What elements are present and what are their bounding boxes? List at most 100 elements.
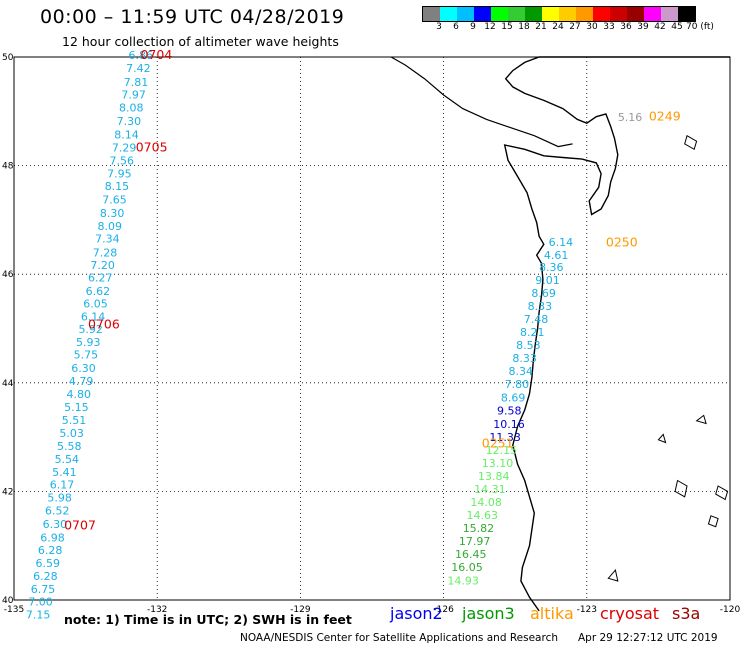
wave-height-value: 11.33 — [489, 431, 521, 444]
wave-height-value: 8.08 — [119, 101, 144, 114]
latitude-label: 48 — [2, 162, 14, 172]
wave-height-value: 7.97 — [121, 88, 145, 101]
longitude-label: -126 — [433, 605, 454, 615]
pass-time-label: 0704 — [140, 47, 172, 62]
wave-height-value: 5.41 — [52, 466, 77, 479]
wave-height-value: 8.53 — [516, 339, 541, 352]
color-scale-label: 24 — [552, 22, 564, 32]
color-scale-cell — [542, 7, 559, 21]
wave-height-value: 8.33 — [512, 352, 537, 365]
latitude-label: 50 — [2, 53, 14, 63]
wave-height-value: 7.15 — [26, 608, 51, 621]
wave-height-value: 5.93 — [76, 336, 101, 349]
color-scale-label: 18 — [518, 22, 530, 32]
wave-height-value: 14.31 — [474, 483, 506, 496]
color-scale-label: 36 — [620, 22, 632, 32]
longitude-label: -123 — [577, 605, 597, 615]
page-subtitle: 12 hour collection of altimeter wave hei… — [62, 34, 339, 49]
wave-height-value: 8.36 — [539, 261, 564, 274]
legend-item-jason3: jason3 — [462, 604, 515, 623]
lake-outline — [715, 485, 729, 501]
wave-height-value: 6.98 — [40, 531, 65, 544]
color-scale-label: 15 — [501, 22, 513, 32]
wave-height-value: 14.08 — [470, 496, 502, 509]
wave-height-value: 6.59 — [35, 557, 60, 570]
color-scale-cell — [627, 7, 644, 21]
wave-height-value: 8.30 — [100, 207, 125, 220]
color-scale-cell — [440, 7, 457, 21]
wave-height-value: 7.56 — [109, 155, 134, 168]
wave-height-value: 5.98 — [47, 492, 71, 505]
wave-height-value: 7.20 — [90, 259, 115, 272]
wave-height-value: 5.92 — [78, 323, 103, 336]
color-scale-labels: 3 6 9 12 15 18 21 24 27 30 33 36 39 42 45 70 (ft) — [422, 22, 740, 36]
wave-height-value: 6.75 — [31, 583, 55, 596]
wave-height-value: 8.21 — [520, 326, 545, 339]
color-scale-cell — [661, 7, 678, 21]
wave-height-value: 8.14 — [114, 128, 138, 141]
color-scale-label: 42 — [654, 22, 666, 32]
wave-height-value: 8.33 — [528, 300, 553, 313]
color-scale-cell — [610, 7, 627, 21]
wave-height-value: 15.82 — [463, 522, 495, 535]
wave-height-value: 7.00 — [28, 595, 53, 608]
wave-height-value: 6.28 — [38, 544, 63, 557]
color-scale-label: 6 — [453, 22, 459, 32]
wave-height-value: 16.45 — [455, 548, 487, 561]
legend-item-cryosat: cryosat — [600, 604, 660, 623]
color-scale-cell — [491, 7, 508, 21]
wave-height-value: 5.75 — [74, 348, 99, 361]
wave-height-value: 9.58 — [497, 404, 522, 417]
coastline — [503, 56, 730, 612]
legend-item-jason2: jason2 — [390, 604, 443, 623]
wave-height-value: 4.79 — [69, 375, 94, 388]
wave-height-value: 5.03 — [59, 427, 83, 440]
color-scale-label: 45 — [671, 22, 683, 32]
lake-outline — [695, 414, 707, 425]
pass-time-label: 0707 — [64, 517, 96, 532]
wave-height-value: 7.28 — [93, 246, 118, 259]
latitude-label: 40 — [2, 596, 14, 606]
longitude-label: -129 — [290, 605, 311, 615]
color-scale-label: 9 — [470, 22, 476, 32]
wave-height-value: 6.62 — [86, 285, 111, 298]
color-scale-cell — [474, 7, 491, 21]
pass-time-label: 0706 — [88, 317, 120, 332]
wave-height-value: 10.16 — [493, 418, 525, 431]
wave-height-value: 8.69 — [501, 391, 526, 404]
wave-height-value: 8.69 — [531, 287, 556, 300]
wave-height-value: 5.58 — [57, 440, 82, 453]
latitude-label: 44 — [2, 379, 14, 389]
wave-height-value: 14.93 — [447, 574, 479, 587]
latitude-label: 42 — [2, 487, 13, 497]
wave-height-value: 8.15 — [105, 180, 129, 193]
wave-height-value: 12.15 — [486, 444, 518, 457]
wave-height-value: 5.51 — [62, 414, 87, 427]
lake-outline — [707, 515, 719, 528]
pass-time-label: 0250 — [606, 235, 638, 250]
legend-item-s3a: s3a — [672, 604, 701, 623]
color-scale-cell — [423, 7, 440, 21]
lake-outline — [674, 479, 688, 498]
lake-outline — [657, 433, 667, 444]
wave-height-value: 6.86 — [129, 49, 154, 62]
wave-height-value: 6.17 — [50, 479, 75, 492]
wave-height-value: 7.65 — [102, 194, 127, 207]
map-frame — [13, 56, 731, 601]
wave-height-value: 5.15 — [64, 401, 89, 414]
wave-height-value: 6.14 — [549, 236, 574, 249]
color-scale-cell — [593, 7, 610, 21]
color-scale-cell — [644, 7, 661, 21]
color-scale-label: 39 — [637, 22, 649, 32]
wave-height-value: 5.54 — [55, 453, 80, 466]
color-scale-bar — [422, 6, 696, 22]
wave-height-value: 7.34 — [95, 233, 120, 246]
wave-height-value: 6.14 — [81, 310, 106, 323]
color-scale-label: 12 — [484, 22, 496, 32]
legend-item-altika: altika — [530, 604, 574, 623]
wave-height-value: 13.10 — [482, 457, 513, 470]
pass-time-label: 0705 — [136, 139, 168, 154]
color-scale-label: 70 (ft) — [686, 22, 714, 32]
wave-height-value: 9.01 — [535, 274, 560, 287]
wave-height-value: 7.30 — [117, 115, 142, 128]
